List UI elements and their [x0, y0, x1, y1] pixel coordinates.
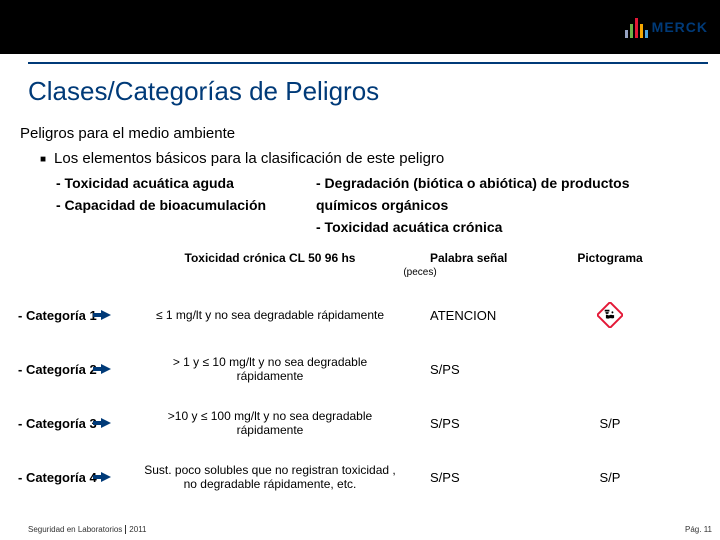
toxicity-desc: >10 y ≤ 100 mg/lt y no sea degradable rá… — [130, 409, 410, 437]
classification-item: - Toxicidad acuática aguda — [56, 175, 316, 191]
pictogram-cell: S/P — [550, 416, 670, 431]
env-hazard-icon — [597, 302, 623, 328]
toxicity-desc: Sust. poco solubles que no registran tox… — [130, 463, 410, 491]
classification-item: - Capacidad de bioacumulación — [56, 197, 316, 213]
arrow-icon — [101, 472, 111, 482]
bullet-line: ■Los elementos básicos para la clasifica… — [40, 150, 720, 167]
signal-word: S/PS — [410, 362, 550, 377]
table-header: Toxicidad crónica CL 50 96 hs Palabra se… — [0, 251, 710, 265]
header-pictogram: Pictograma — [550, 251, 670, 265]
category-label: - Categoría 3 — [0, 416, 130, 431]
footer-page: Pág. 11 — [685, 525, 712, 534]
toxicity-desc: ≤ 1 mg/lt y no sea degradable rápidament… — [130, 308, 410, 322]
pictogram-cell: S/P — [550, 470, 670, 485]
brand-logo: MERCK — [625, 16, 708, 38]
bullet-text: Los elementos básicos para la clasificac… — [54, 150, 444, 167]
top-bar: MERCK — [0, 0, 720, 54]
arrow-icon — [101, 310, 111, 320]
left-column: - Toxicidad acuática aguda - Capacidad de… — [56, 175, 316, 241]
table-row: - Categoría 3>10 y ≤ 100 mg/lt y no sea … — [0, 396, 710, 450]
brand-name: MERCK — [652, 19, 708, 35]
classification-item: - Toxicidad acuática crónica — [316, 219, 720, 235]
arrow-icon — [101, 364, 111, 374]
header-toxicity: Toxicidad crónica CL 50 96 hs — [130, 251, 410, 265]
header-signal: Palabra señal — [410, 251, 550, 265]
footer-left: Seguridad en Laboratorios2011 — [28, 525, 147, 534]
title-rule — [28, 62, 708, 64]
category-label: - Categoría 4 — [0, 470, 130, 485]
pictogram-cell — [550, 302, 670, 328]
signal-word: ATENCION — [410, 308, 550, 323]
toxicity-desc: > 1 y ≤ 10 mg/lt y no sea degradable ráp… — [130, 355, 410, 383]
signal-word: S/PS — [410, 416, 550, 431]
category-table: Toxicidad crónica CL 50 96 hs Palabra se… — [0, 251, 720, 504]
logo-bars — [625, 16, 648, 38]
table-row: - Categoría 4Sust. poco solubles que no … — [0, 450, 710, 504]
classification-item: - Degradación (biótica o abiótica) de pr… — [316, 175, 720, 191]
page-title: Clases/Categorías de Peligros — [28, 76, 720, 107]
table-row: - Categoría 2> 1 y ≤ 10 mg/lt y no sea d… — [0, 342, 710, 396]
header-sub: (peces) — [0, 267, 710, 278]
classification-columns: - Toxicidad acuática aguda - Capacidad de… — [56, 175, 720, 241]
category-label: - Categoría 1 — [0, 308, 130, 323]
table-row: - Categoría 1≤ 1 mg/lt y no sea degradab… — [0, 288, 710, 342]
right-column: - Degradación (biótica o abiótica) de pr… — [316, 175, 720, 241]
category-label: - Categoría 2 — [0, 362, 130, 377]
arrow-icon — [101, 418, 111, 428]
classification-item: químicos orgánicos — [316, 197, 720, 213]
signal-word: S/PS — [410, 470, 550, 485]
footer: Seguridad en Laboratorios2011 Pág. 11 — [28, 525, 712, 534]
subtitle: Peligros para el medio ambiente — [20, 125, 720, 142]
